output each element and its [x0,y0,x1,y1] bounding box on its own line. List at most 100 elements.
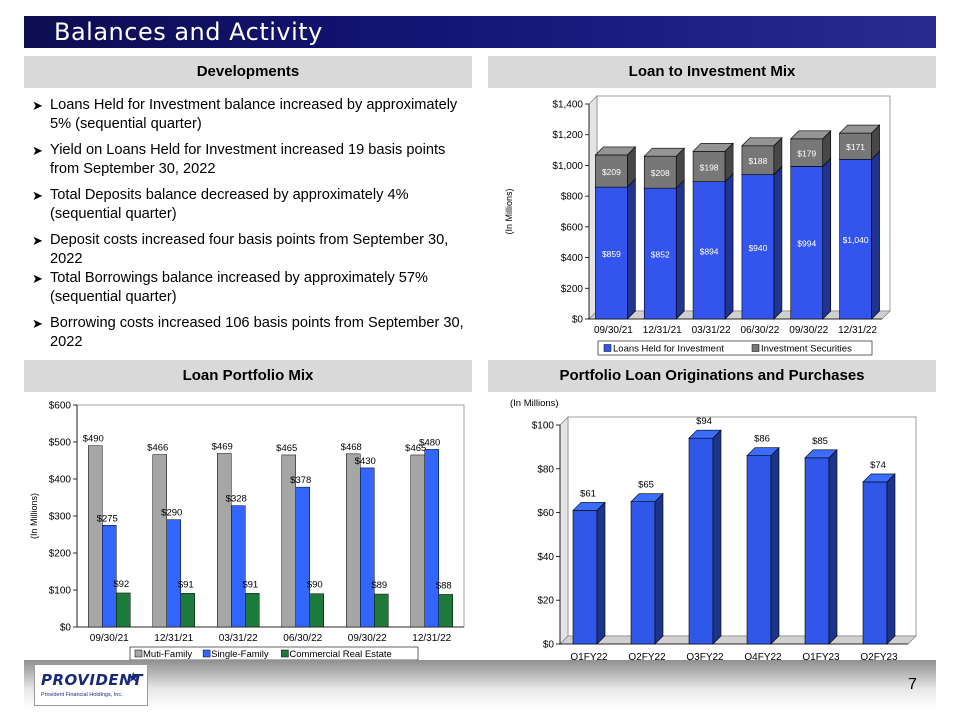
bar [180,593,195,628]
bar [88,445,103,628]
bar [152,454,167,628]
arrow-bullet-icon: ➤ [32,143,43,158]
x-tick-label: Q4FY22 [744,652,782,662]
y-axis-label: (In Millions) [504,188,514,234]
x-tick-label: 06/30/22 [283,633,322,644]
logo-name: PROVIDENT [41,671,143,689]
legend-label: Loans Held for Investment [613,344,724,355]
bar-data-label: $328 [226,494,247,505]
plot-side-wall [559,416,569,645]
y-tick-label: $1,400 [552,100,583,111]
bar-data-label: $290 [161,508,182,519]
y-tick-label: $400 [561,253,584,264]
y-tick-label: $200 [561,284,584,295]
y-tick-label: $100 [49,586,72,597]
bar-data-label: $378 [290,475,311,486]
legend-label: Investment Securities [761,344,852,355]
bar-side [627,146,636,188]
bar [804,457,830,645]
bar [116,592,131,628]
loan-portfolio-header: Loan Portfolio Mix [24,360,472,392]
bar-data-label: $940 [748,243,767,253]
bar-data-label: $179 [797,149,816,159]
title-bar: Balances and Activity [24,16,936,48]
bar-data-label: $208 [651,168,670,178]
legend-label: Commercial Real Estate [289,649,391,660]
footer-bar [24,660,936,708]
x-tick-label: Q3FY22 [686,652,724,662]
development-bullet: ➤ Total Deposits balance decreased by ap… [32,186,472,224]
bar [166,519,181,628]
x-tick-label: 09/30/21 [90,633,129,644]
development-bullet: ➤ Total Borrowings balance increased by … [32,269,472,307]
bar [746,455,772,645]
arrow-bullet-icon: ➤ [32,316,43,331]
legend-box [597,340,873,356]
bar [630,501,656,645]
arrow-bullet-icon: ➤ [32,271,43,286]
loan-portfolio-chart: $0 $100 $200 $300 $400 $500 $600 $490 $275 $92 09/… [24,396,472,662]
bar-data-label: $490 [83,434,104,445]
x-tick-label: 03/31/22 [692,325,731,336]
bar-side [871,150,880,320]
bullet-text: Total Borrowings balance increased by ap… [50,270,429,305]
bar-data-label: $74 [870,460,886,471]
y-tick-label: $40 [537,552,554,563]
plot-area [76,404,465,628]
development-bullet: ➤ Yield on Loans Held for Investment inc… [32,141,472,179]
logo-subtext: Provident Financial Holdings, Inc. [41,692,123,698]
bar-data-label: $430 [355,456,376,467]
x-tick-label: Q2FY22 [628,652,666,662]
x-tick-label: 12/31/21 [643,325,682,336]
bar-data-label: $468 [341,442,362,453]
bar-side [886,473,896,645]
bar-data-label: $469 [212,441,233,452]
bar-data-label: $171 [846,142,865,152]
bar-data-label: $275 [97,513,118,524]
bar [295,486,310,628]
bar-data-label: $480 [419,437,440,448]
page-title: Balances and Activity [54,18,323,46]
bar [424,449,439,628]
bar-side [675,179,685,320]
bar-data-label: $209 [602,167,621,177]
bar [374,593,389,628]
development-bullet: ➤ Loans Held for Investment balance incr… [32,96,472,134]
bar [572,510,598,645]
originations-chart: $0 $20 $40 $60 $80 $100 (In Millions) $61 Q1FY22… [488,394,936,662]
logo-star-icon: ★ [127,669,140,685]
bar [643,187,677,320]
legend-swatch [134,649,143,658]
x-tick-label: 09/30/22 [789,325,828,336]
bar-side [770,446,780,645]
plot-floor [559,635,917,645]
loan-investment-chart: $0 $200 $400 $600 $800 $1,000 $1,200 $1,400 $859… [488,90,936,358]
bar-data-label: $86 [754,434,770,445]
bar-data-label: $94 [696,416,712,427]
y-tick-label: $0 [543,640,555,651]
bullet-text: Yield on Loans Held for Investment incre… [50,142,446,177]
y-tick-label: $500 [49,438,72,449]
page-number: 7 [908,676,917,693]
x-tick-label: Q1FY22 [570,652,608,662]
bar-side [828,449,838,645]
x-tick-label: 03/31/22 [219,633,258,644]
development-bullet: ➤ Deposit costs increased four basis poi… [32,231,472,269]
x-tick-label: 12/31/22 [412,633,451,644]
bullet-text: Loans Held for Investment balance increa… [50,97,458,132]
bar-data-label: $92 [113,579,129,590]
y-tick-label: $20 [537,596,554,607]
bar [245,593,260,628]
bar-side [773,165,783,320]
y-tick-label: $1,000 [552,161,583,172]
bar-data-label: $198 [700,163,719,173]
y-tick-label: $600 [561,222,584,233]
bar-side [724,172,734,320]
x-tick-label: Q2FY23 [860,652,898,662]
bar-side [675,147,685,189]
bar-data-label: $89 [371,580,387,591]
bullet-text: Borrowing costs increased 106 basis poin… [50,315,464,350]
bar-data-label: $85 [812,436,828,447]
bar-data-label: $466 [147,443,168,454]
bar-data-label: $894 [700,246,719,256]
